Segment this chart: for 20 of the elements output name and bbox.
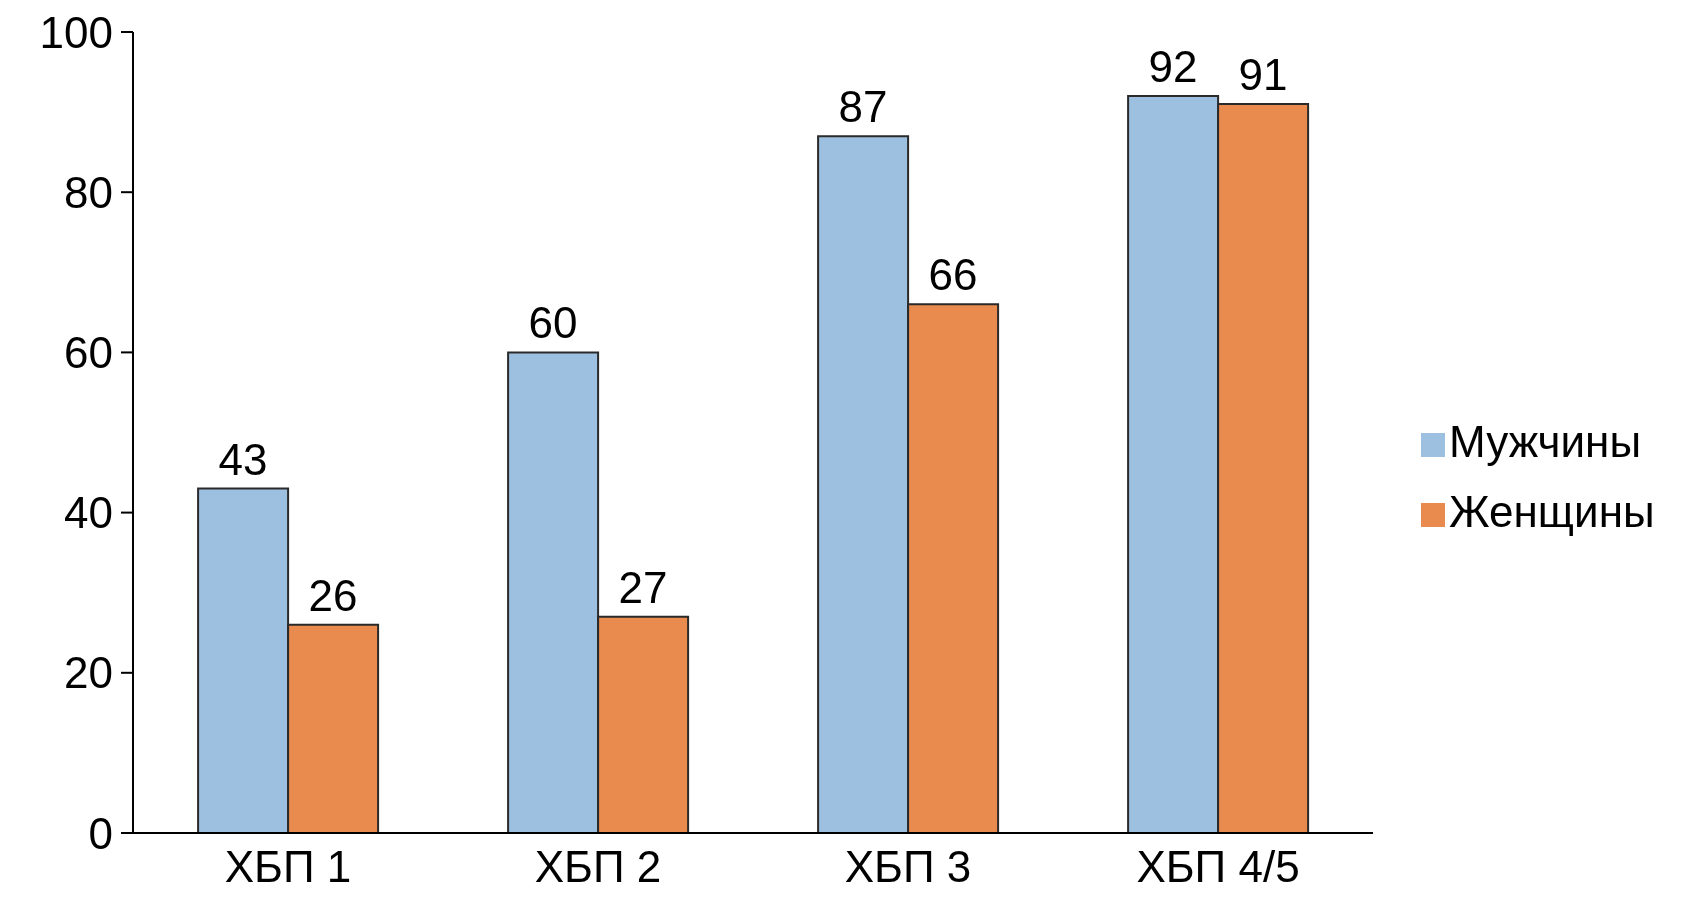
data-label: 60 [528,298,578,348]
data-label: 92 [1148,42,1198,92]
data-label: 43 [218,434,268,484]
data-label: 26 [308,570,358,620]
data-label: 91 [1238,50,1288,100]
data-label: 27 [618,562,668,612]
x-tick-label: ХБП 1 [224,842,352,892]
data-label: 66 [928,250,978,300]
y-tick-label: 60 [64,328,113,378]
y-tick-label: 80 [64,167,113,217]
y-tick-label: 20 [64,648,113,698]
legend-label: Мужчины [1449,416,1642,466]
x-tick-label: ХБП 3 [844,842,972,892]
y-tick-label: 0 [88,808,113,858]
data-label: 87 [838,82,888,132]
y-tick-label: 40 [64,488,113,538]
x-tick-label: ХБП 2 [534,842,662,892]
legend-label: Женщины [1449,486,1655,536]
x-tick-label: ХБП 4/5 [1136,842,1300,892]
y-tick-label: 100 [39,7,113,57]
